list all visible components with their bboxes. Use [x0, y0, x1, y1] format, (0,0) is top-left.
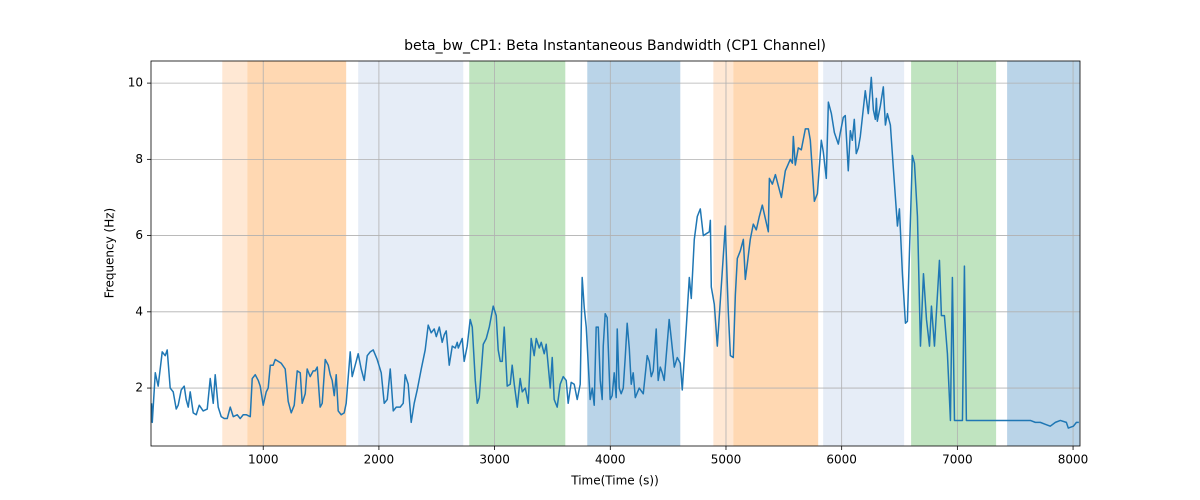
shaded-span: [222, 61, 248, 446]
x-tick-label: 1000: [248, 453, 279, 467]
x-tick-label: 4000: [595, 453, 626, 467]
y-tick-label: 4: [135, 304, 143, 318]
plot-area: [151, 61, 1080, 446]
shaded-span: [1007, 61, 1080, 446]
x-tick-label: 3000: [479, 453, 510, 467]
x-tick-label: 6000: [826, 453, 857, 467]
y-tick-label: 2: [135, 381, 143, 395]
x-tick-label: 2000: [364, 453, 395, 467]
x-tick-label: 8000: [1058, 453, 1089, 467]
x-tick-label: 7000: [942, 453, 973, 467]
chart-title: beta_bw_CP1: Beta Instantaneous Bandwidt…: [404, 38, 826, 54]
data-line: [151, 76, 1079, 429]
shaded-span: [358, 61, 464, 446]
y-tick-label: 8: [135, 152, 143, 166]
shaded-span: [733, 61, 819, 446]
y-tick-label: 6: [135, 228, 143, 242]
y-tick-label: 10: [128, 76, 143, 90]
axes-frame: [150, 60, 1081, 447]
x-tick-label: 5000: [711, 453, 742, 467]
x-axis-label: Time(Time (s)): [570, 474, 659, 488]
y-axis-label: Frequency (Hz): [103, 208, 117, 299]
